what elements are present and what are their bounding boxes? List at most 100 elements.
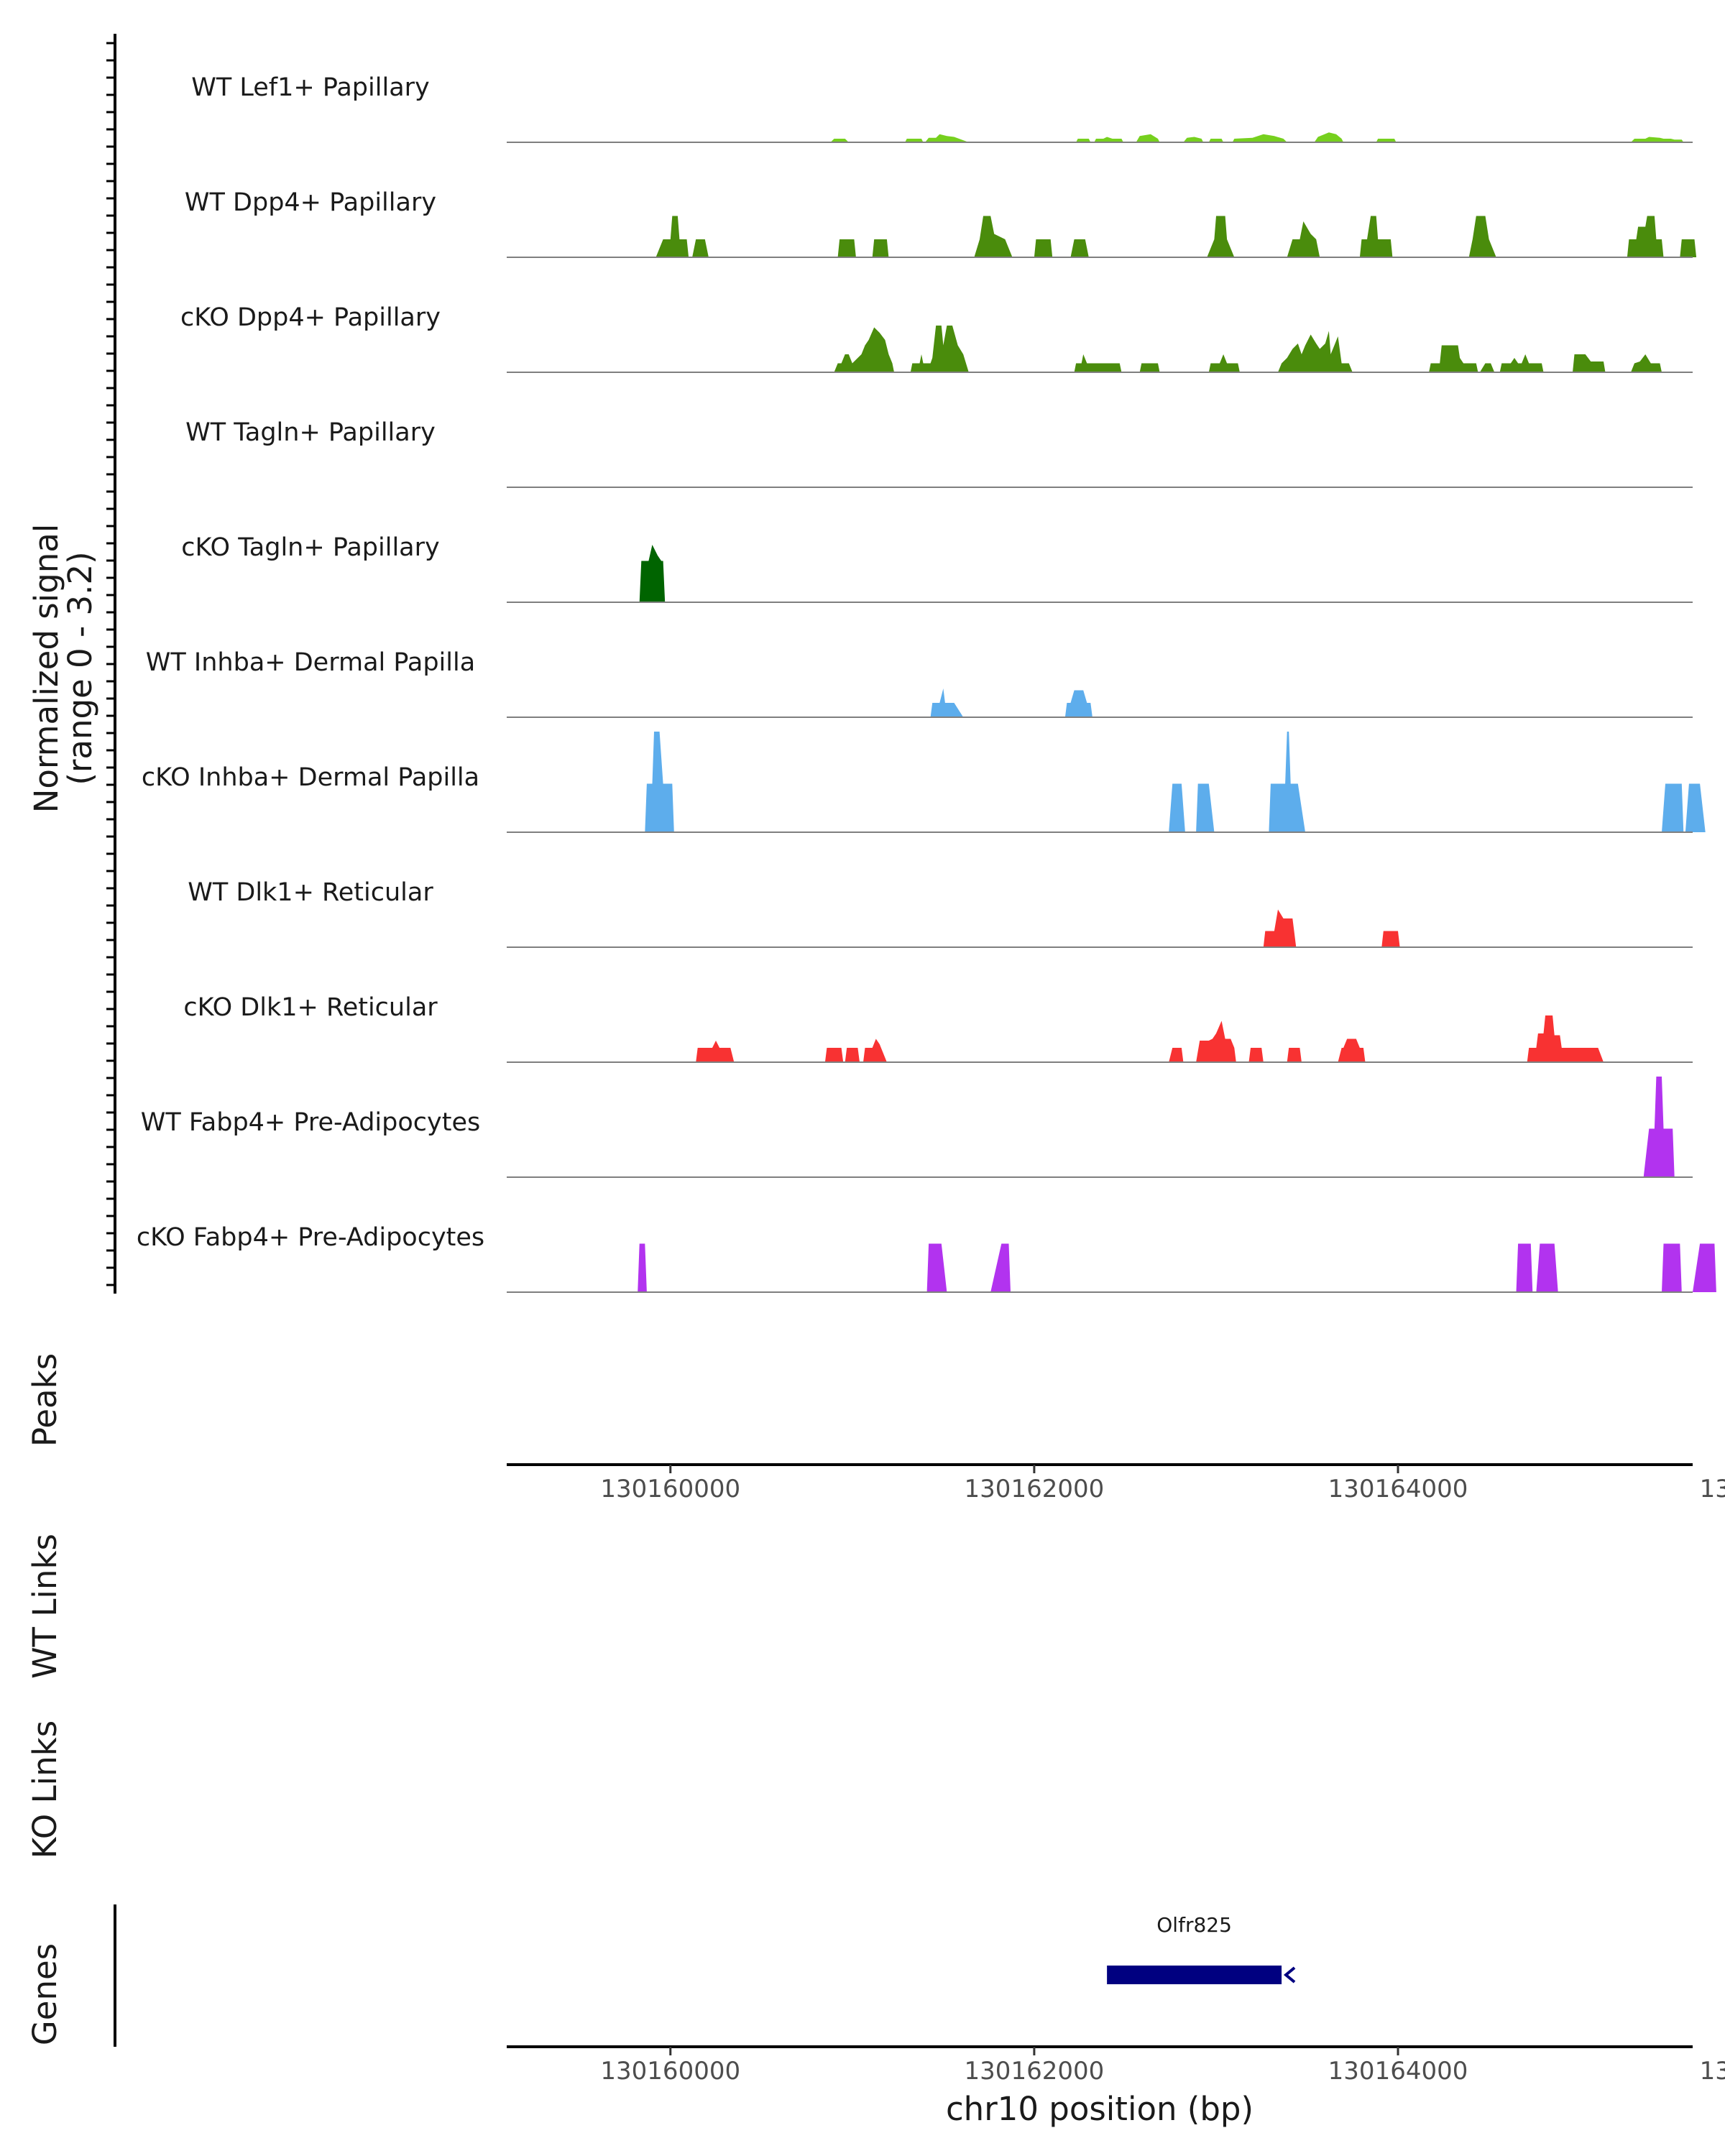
coverage-peak <box>1070 239 1089 257</box>
coverage-peak <box>638 1243 647 1292</box>
peaks-panel-title: Peaks <box>26 1353 64 1447</box>
coverage-peak <box>1207 216 1235 257</box>
track-label: WT Dpp4+ Papillary <box>185 188 436 217</box>
coverage-track: WT Dpp4+ Papillary <box>185 188 1697 258</box>
coverage-peak <box>1196 1021 1236 1062</box>
coverage-peak <box>1499 354 1544 372</box>
coverage-peak <box>656 216 689 257</box>
coverage-peak <box>639 545 666 602</box>
coverage-peak <box>930 688 964 717</box>
coverage-peak <box>1381 931 1400 947</box>
track-label: cKO Inhba+ Dermal Papilla <box>142 763 479 792</box>
coverage-peak <box>692 239 709 257</box>
coverage-track: cKO Dlk1+ Reticular <box>183 993 1693 1063</box>
coverage-peak <box>1662 1243 1682 1292</box>
coverage-track: WT Lef1+ Papillary <box>191 73 1693 143</box>
track-label: WT Fabp4+ Pre-Adipocytes <box>141 1108 480 1137</box>
gene-strand-arrow <box>1283 1966 1296 1984</box>
coverage-peak <box>1468 216 1496 257</box>
track-label: cKO Fabp4+ Pre-Adipocytes <box>137 1223 484 1252</box>
coverage-peak <box>1338 1038 1366 1062</box>
coverage-peak <box>834 327 894 372</box>
coverage-peak <box>1169 1048 1184 1062</box>
coverage-peak <box>1287 1048 1302 1062</box>
coverage-peak <box>1208 354 1240 372</box>
coverage-peak <box>1536 1243 1558 1292</box>
coverage-peak <box>1287 221 1320 257</box>
x-tick-label: 130164000 <box>1328 1475 1468 1503</box>
coverage-y-range: (range 0 - 3.2) <box>61 551 99 785</box>
x-tick-label: 130160000 <box>600 1475 740 1503</box>
coverage-track: WT Fabp4+ Pre-Adipocytes <box>141 1077 1693 1178</box>
coverage-peak <box>1429 345 1478 372</box>
coverage-peak <box>1479 363 1495 372</box>
coverage-peak <box>1693 1243 1716 1292</box>
coverage-peak <box>1136 134 1160 142</box>
coverage-peak <box>1263 909 1297 947</box>
coverage-track: cKO Tagln+ Papillary <box>181 533 1693 603</box>
coverage-peak <box>1516 1243 1533 1292</box>
coverage-track: cKO Fabp4+ Pre-Adipocytes <box>137 1223 1716 1293</box>
coverage-y-title: Normalized signal <box>27 524 65 814</box>
coverage-peak <box>696 1041 735 1062</box>
coverage-peak <box>1183 137 1204 142</box>
coverage-peak <box>845 1048 860 1062</box>
coverage-peak <box>1685 783 1706 832</box>
coverage-peak <box>1034 239 1053 257</box>
track-label: WT Tagln+ Papillary <box>185 418 436 447</box>
gene-body <box>1107 1966 1282 1984</box>
coverage-peak <box>837 239 856 257</box>
track-label: cKO Dlk1+ Reticular <box>183 993 438 1022</box>
x-tick-label: 13016600 <box>1700 2057 1725 2086</box>
x-tick-label: 130160000 <box>600 2057 740 2086</box>
gene-label: Olfr825 <box>1156 1913 1232 1937</box>
coverage-peak <box>1208 139 1224 142</box>
coverage-peak <box>1076 139 1091 142</box>
coverage-peak <box>645 732 674 832</box>
coverage-peak <box>1662 783 1684 832</box>
track-label: cKO Tagln+ Papillary <box>181 533 440 562</box>
x-tick-label: 130162000 <box>965 2057 1105 2086</box>
x-axis-title: chr10 position (bp) <box>946 2090 1254 2128</box>
coverage-peak <box>1094 137 1123 142</box>
coverage-peak <box>830 139 849 142</box>
coverage-peak <box>1232 134 1287 142</box>
coverage-peak <box>863 1038 887 1062</box>
coverage-peak <box>1064 690 1092 717</box>
coverage-peak <box>872 239 889 257</box>
coverage-peak <box>1527 1015 1604 1062</box>
coverage-peak <box>990 1243 1011 1292</box>
coverage-peak <box>974 216 1013 257</box>
coverage-peak <box>926 1243 947 1292</box>
track-label: WT Lef1+ Papillary <box>191 73 430 102</box>
coverage-peak <box>1627 216 1664 257</box>
coverage-peak <box>1278 331 1353 372</box>
genes-x-ticks: 130160000 130162000 130164000 13016600 <box>600 2047 1725 2086</box>
coverage-peak <box>1359 216 1393 257</box>
peaks-x-ticks: 130160000 130162000 130164000 13016600 <box>600 1465 1725 1503</box>
ko-links-panel-title: KO Links <box>26 1720 64 1858</box>
track-label: cKO Dpp4+ Papillary <box>180 303 441 332</box>
x-tick-label: 130162000 <box>965 1475 1105 1503</box>
genes-panel-title: Genes <box>26 1943 64 2045</box>
x-tick-label: 130164000 <box>1328 2057 1468 2086</box>
coverage-y-ticks <box>106 42 115 1286</box>
coverage-peak <box>1631 354 1662 372</box>
coverage-peak <box>1573 354 1606 372</box>
coverage-peak <box>1248 1048 1264 1062</box>
wt-links-panel-title: WT Links <box>26 1534 64 1679</box>
track-label: WT Inhba+ Dermal Papilla <box>146 648 475 677</box>
coverage-track: cKO Dpp4+ Papillary <box>180 303 1693 373</box>
coverage-peak <box>910 326 969 372</box>
gene-track: Olfr825 <box>1107 1913 1296 1984</box>
coverage-track: cKO Inhba+ Dermal Papilla <box>142 732 1706 833</box>
coverage-peak <box>1643 1077 1675 1177</box>
coverage-peak <box>1074 354 1122 372</box>
coverage-track: WT Inhba+ Dermal Papilla <box>146 648 1693 718</box>
coverage-peak <box>1314 132 1344 142</box>
coverage-peak <box>1139 363 1160 372</box>
coverage-peak <box>905 139 924 142</box>
track-label: WT Dlk1+ Reticular <box>188 878 433 907</box>
coverage-peak <box>1196 783 1215 832</box>
